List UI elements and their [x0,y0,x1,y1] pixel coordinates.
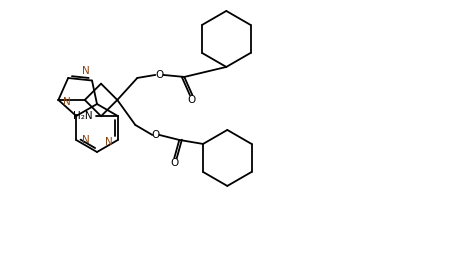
Text: N: N [82,66,90,76]
Text: O: O [151,130,159,140]
Text: N: N [63,97,71,107]
Text: O: O [187,95,196,105]
Text: N: N [82,135,90,145]
Text: N: N [105,137,113,147]
Text: O: O [155,70,163,80]
Text: O: O [170,158,178,168]
Text: H₂N: H₂N [73,111,93,121]
